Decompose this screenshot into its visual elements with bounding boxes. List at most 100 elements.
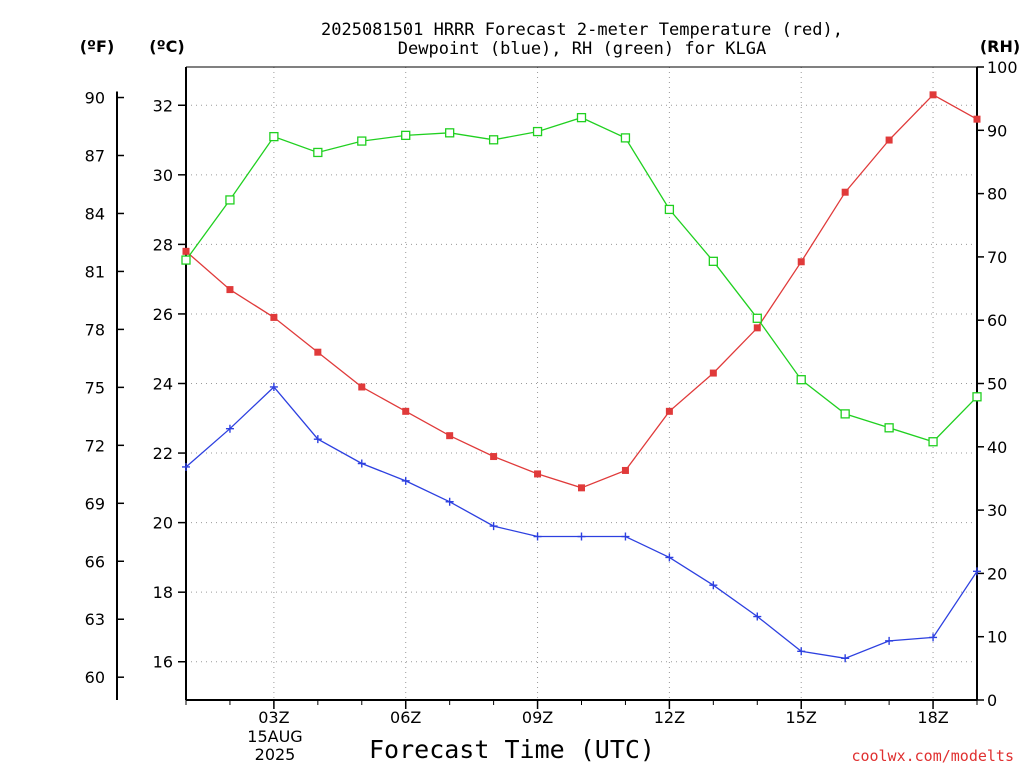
dewpoint-point: [621, 532, 630, 541]
fahrenheit-tick-label: 60: [85, 668, 105, 687]
fahrenheit-tick-label: 69: [85, 494, 105, 513]
fahrenheit-tick-label: 66: [85, 552, 105, 571]
rh-tick-label: 90: [987, 121, 1007, 140]
rh-point: [752, 313, 762, 323]
rh-tick-label: 10: [987, 628, 1007, 647]
rh-tick-label: 70: [987, 248, 1007, 267]
temperature-point: [709, 369, 717, 377]
rh-tick-label: 50: [987, 375, 1007, 394]
temperature-line: [185, 93, 978, 489]
dewpoint-point: [401, 476, 410, 485]
rh-point: [796, 375, 806, 385]
x-tick-label: 15Z: [786, 708, 817, 727]
rh-tick-label: 80: [987, 185, 1007, 204]
temperature-point: [797, 258, 805, 266]
dewpoint-point: [533, 532, 542, 541]
celsius-tick-label: 22: [153, 444, 173, 463]
celsius-tick-label: 32: [153, 96, 173, 115]
celsius-tick-label: 30: [153, 166, 173, 185]
chart-title-line1: 2025081501 HRRR Forecast 2-meter Tempera…: [321, 20, 843, 40]
rh-point: [664, 204, 675, 215]
temperature-point: [358, 383, 366, 391]
rh-point: [313, 147, 323, 158]
dewpoint-point: [753, 612, 762, 621]
axes: [116, 66, 984, 709]
fahrenheit-tick-label: 81: [85, 262, 105, 281]
rh-point: [269, 131, 279, 142]
dewpoint-point: [269, 382, 278, 391]
x-tick-label: 18Z: [917, 708, 948, 727]
rh-point: [928, 437, 938, 447]
temperature-series: [182, 91, 981, 492]
dewpoint-point: [709, 581, 718, 590]
dewpoint-point: [182, 462, 190, 471]
credit-text: coolwx.com/modelts: [851, 747, 1014, 765]
rh-point: [181, 255, 191, 265]
dewpoint-point: [577, 532, 586, 541]
temperature-point: [621, 466, 629, 474]
rh-point: [884, 423, 894, 433]
dewpoint-point: [489, 522, 498, 531]
temperature-point: [490, 453, 498, 461]
rh-point: [357, 136, 367, 146]
dewpoint-point: [973, 567, 981, 576]
temperature-point: [973, 115, 981, 123]
temperature-point: [885, 136, 893, 144]
fahrenheit-unit-label: (ºF): [80, 37, 115, 56]
celsius-tick-label: 20: [153, 514, 173, 533]
dewpoint-point: [797, 647, 806, 656]
tick-labels: 60 63 66 69 72 75 78 81 84 87 90 16 18 20 22 24 26 28 30 32…: [85, 58, 1018, 727]
rh-tick-label: 60: [987, 311, 1007, 330]
temperature-point: [226, 286, 234, 294]
rh-series: [181, 112, 982, 447]
dewpoint-series: [182, 382, 981, 663]
rh-point: [620, 133, 631, 143]
x-tick-label: 03Z: [258, 708, 289, 727]
rh-point: [225, 195, 235, 205]
rh-tick-label: 30: [987, 501, 1007, 520]
chart-title-line2: Dewpoint (blue), RH (green) for KLGA: [398, 39, 766, 59]
rh-point: [972, 392, 982, 402]
dewpoint-point: [357, 459, 366, 468]
celsius-unit-label: (ºC): [149, 37, 184, 56]
x-tick-label: 12Z: [654, 708, 685, 727]
rh-point: [576, 112, 587, 123]
fahrenheit-tick-label: 78: [85, 320, 105, 339]
grid-lines: [186, 67, 977, 700]
rh-tick-label: 100: [987, 58, 1018, 77]
temperature-point: [534, 470, 542, 478]
rh-point: [708, 256, 718, 266]
dewpoint-point: [929, 633, 938, 642]
rh-point: [445, 128, 455, 138]
dewpoint-point: [313, 435, 322, 444]
x-axis-title: Forecast Time (UTC): [369, 735, 655, 764]
celsius-tick-label: 28: [153, 235, 173, 254]
temperature-point: [929, 91, 937, 99]
temperature-point: [446, 432, 454, 440]
celsius-tick-label: 24: [153, 375, 173, 394]
fahrenheit-tick-label: 72: [85, 436, 105, 455]
rh-point: [401, 130, 411, 141]
temperature-point: [753, 324, 761, 332]
date-label-day: 15AUG: [247, 727, 302, 746]
x-tick-label: 06Z: [390, 708, 421, 727]
x-tick-label: 09Z: [522, 708, 553, 727]
fahrenheit-tick-label: 90: [85, 89, 105, 108]
rh-unit-label: (RH): [980, 37, 1020, 56]
data-series: [181, 91, 982, 663]
fahrenheit-tick-label: 63: [85, 610, 105, 629]
date-label-year: 2025: [255, 745, 296, 764]
rh-point: [532, 126, 543, 137]
dewpoint-point: [885, 636, 894, 645]
temperature-point: [402, 407, 410, 415]
temperature-point: [578, 484, 585, 492]
celsius-tick-label: 16: [153, 653, 173, 672]
rh-line: [185, 116, 978, 443]
rh-tick-label: 0: [987, 691, 997, 710]
dewpoint-point: [445, 497, 454, 506]
fahrenheit-tick-label: 84: [85, 204, 105, 223]
celsius-tick-label: 26: [153, 305, 173, 324]
rh-tick-label: 40: [987, 438, 1007, 457]
temperature-point: [665, 407, 673, 415]
